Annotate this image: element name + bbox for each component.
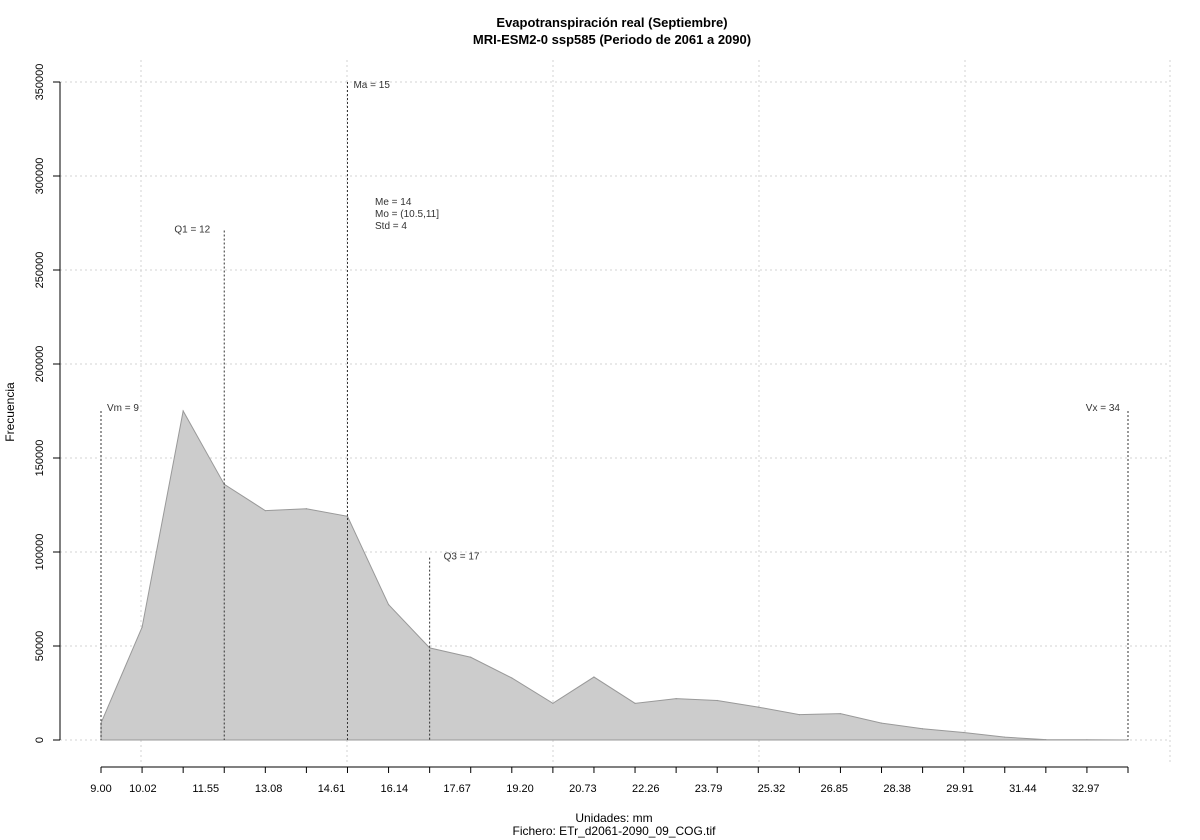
x-tick-label: 31.44	[1009, 783, 1037, 795]
y-tick-label: 300000	[34, 158, 46, 195]
data-point	[593, 676, 595, 678]
data-point	[757, 706, 759, 708]
x-tick-label: 25.32	[758, 783, 786, 795]
data-point	[141, 626, 143, 628]
data-point	[1086, 739, 1088, 741]
x-tick-label: 29.91	[946, 783, 974, 795]
x-tick-label: 14.61	[318, 783, 346, 795]
q3-label: Q3 = 17	[444, 552, 480, 563]
chart-subtitle: MRI-ESM2-0 ssp585 (Periodo de 2061 a 209…	[473, 32, 751, 47]
data-point	[634, 702, 636, 704]
data-point	[552, 702, 554, 704]
y-axis-label: Frecuencia	[3, 382, 17, 442]
stat-median: Me = 14	[375, 197, 412, 208]
y-tick-label: 100000	[34, 534, 46, 571]
y-axis: 0 50000 100000 150000 200000 250000 300000 3500…	[34, 64, 61, 743]
x-tick-label: 19.20	[506, 783, 534, 795]
annotations: Vm = 9 Q1 = 12 Ma = 15 Q3 = 17 Vx = 34	[100, 80, 1129, 740]
frequency-area	[100, 409, 1129, 741]
x-tick-label: 13.08	[255, 783, 283, 795]
file-caption: Fichero: ETr_d2061-2090_09_COG.tif	[513, 824, 717, 838]
x-tick-label: 20.73	[569, 783, 597, 795]
x-tick-label: 17.67	[443, 783, 471, 795]
y-tick-label: 250000	[34, 252, 46, 289]
x-tick-label: 10.02	[129, 783, 157, 795]
x-tick-label: 26.85	[821, 783, 849, 795]
x-tick-label: 32.97	[1072, 783, 1100, 795]
data-point	[1045, 739, 1047, 741]
x-tick-label: 16.14	[381, 783, 409, 795]
ma-label: Ma = 15	[353, 80, 390, 91]
data-point	[880, 722, 883, 724]
x-tick-label: 23.79	[695, 783, 723, 795]
x-tick-label: 22.26	[632, 783, 660, 795]
data-point	[963, 731, 965, 734]
vm-label: Vm = 9	[107, 403, 139, 414]
area-layer	[100, 409, 1129, 741]
x-axis-label: Unidades: mm	[575, 811, 652, 825]
vx-label: Vx = 34	[1086, 403, 1121, 414]
data-point	[1004, 736, 1006, 738]
data-point	[182, 410, 184, 412]
x-tick-label: 9.00	[90, 783, 111, 795]
y-tick-label: 0	[34, 737, 46, 743]
stat-mode: Mo = (10.5,11]	[375, 209, 439, 220]
x-tick-label: 11.55	[192, 783, 219, 795]
data-point	[839, 713, 842, 715]
data-point	[387, 604, 390, 606]
data-point	[675, 698, 677, 700]
data-point	[470, 656, 472, 658]
stat-std: Std = 4	[375, 221, 407, 232]
x-tick-label: 28.38	[883, 783, 911, 795]
y-tick-label: 350000	[34, 64, 46, 101]
y-tick-label: 50000	[34, 631, 46, 662]
data-point	[798, 714, 800, 716]
data-point	[922, 728, 924, 730]
y-tick-label: 150000	[34, 440, 46, 477]
data-point	[264, 510, 266, 512]
y-tick-label: 200000	[34, 346, 46, 383]
q1-label: Q1 = 12	[174, 225, 210, 236]
data-point	[511, 677, 513, 679]
data-point	[716, 699, 718, 702]
data-point	[305, 508, 307, 510]
chart-title: Evapotranspiración real (Septiembre)	[496, 15, 727, 30]
x-axis: 9.00 10.02 11.55 13.08 14.61 16.14 17.67 19.20 2…	[90, 766, 1129, 795]
